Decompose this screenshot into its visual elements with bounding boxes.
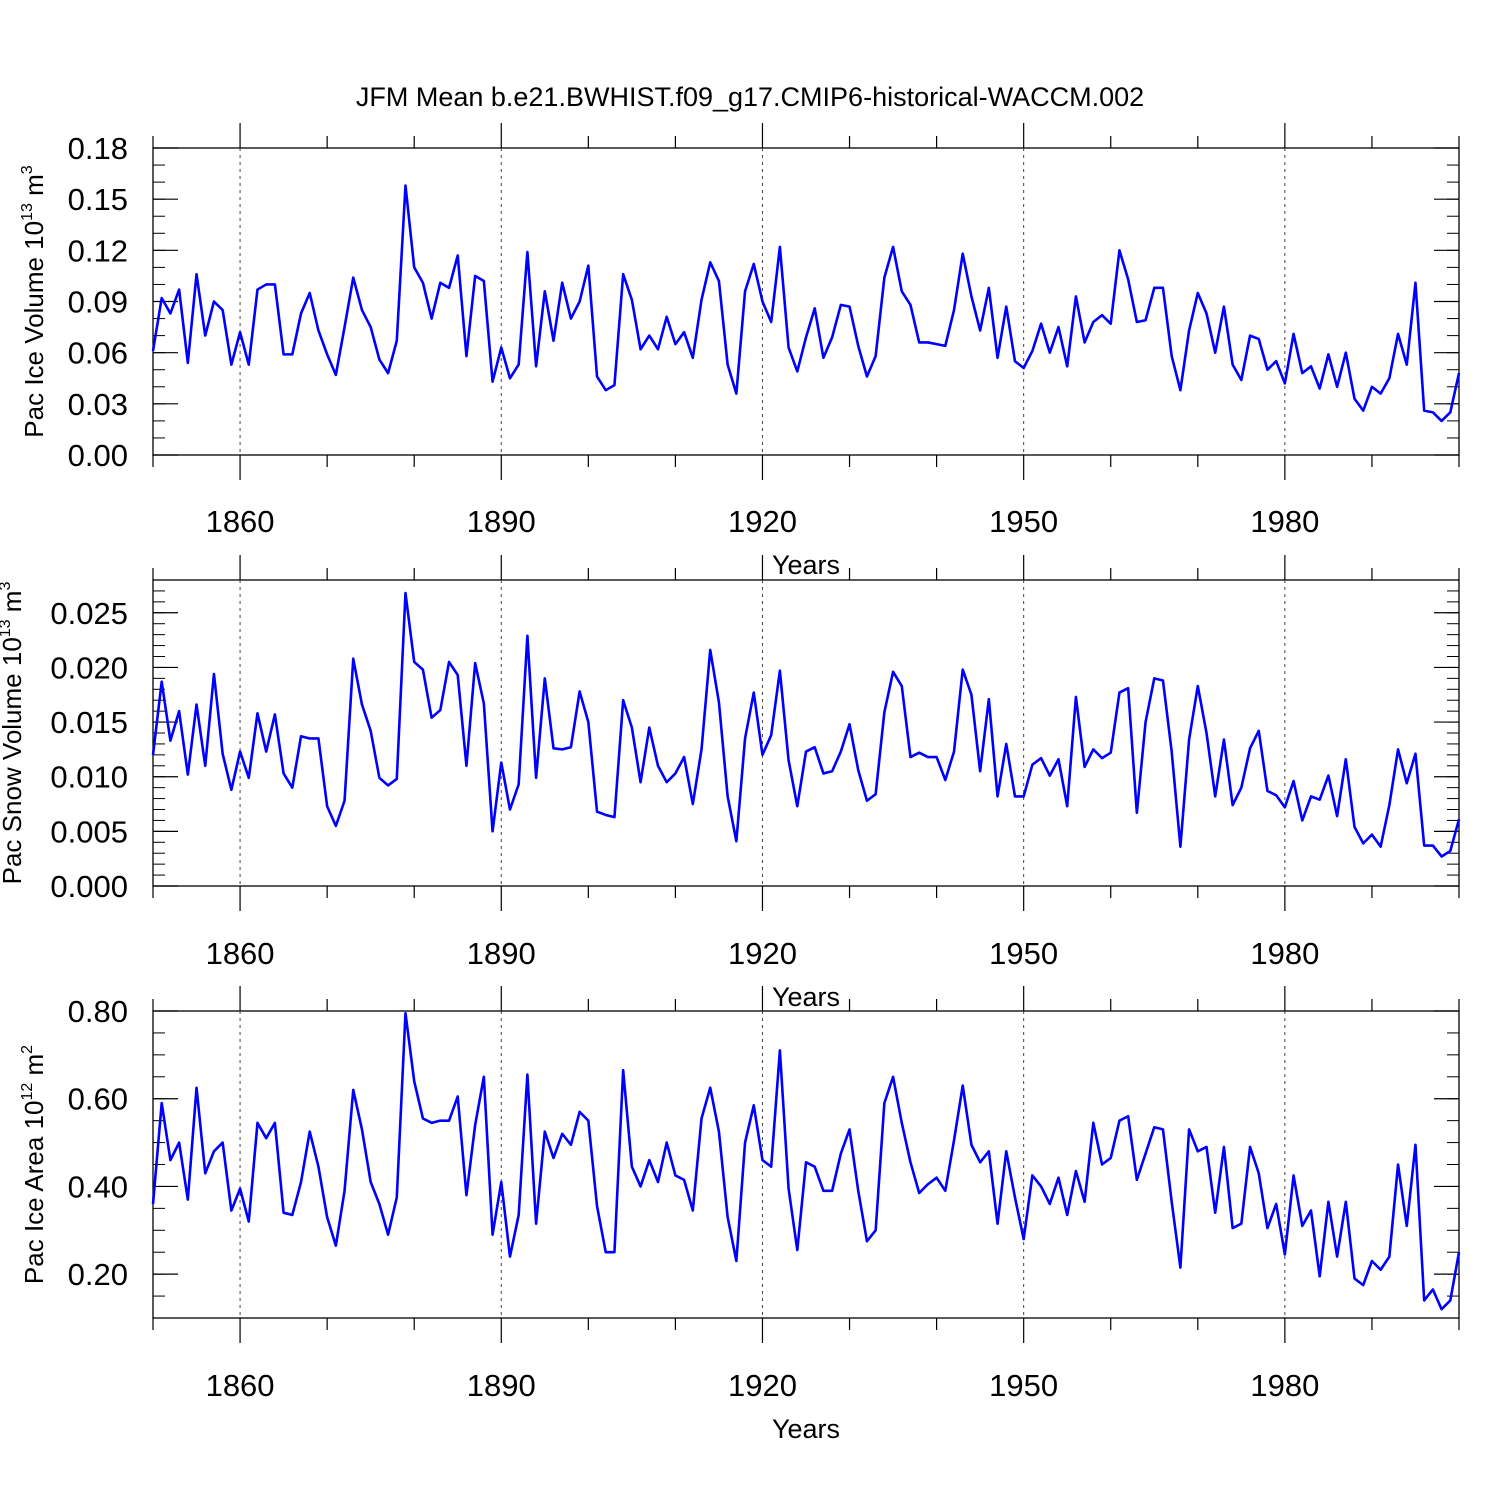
y-tick-label: 0.60 [68,1082,128,1117]
y-tick-label: 0.015 [50,705,128,740]
y-tick-label: 0.025 [50,596,128,631]
x-axis-label: Years [772,550,840,580]
x-tick-label: 1950 [989,936,1058,971]
y-tick-label: 0.40 [68,1169,128,1204]
y-tick-label: 0.80 [68,994,128,1029]
x-tick-label: 1920 [728,936,797,971]
x-tick-label: 1980 [1250,936,1319,971]
x-tick-label: 1920 [728,1368,797,1403]
series-line-ice-area [151,1011,1461,1311]
y-tick-label: 0.03 [68,387,128,422]
x-tick-label: 1860 [206,936,275,971]
y-axis-label-ice-area: Pac Ice Area 1012 m2 [19,1045,49,1284]
x-tick-label: 1950 [989,504,1058,539]
x-tick-label: 1920 [728,504,797,539]
x-tick-label: 1860 [206,504,275,539]
panel-ice-volume: 0.00 0.03 0.06 0.09 0.12 0.15 0.18 1860 1890 1920… [19,123,1461,580]
y-tick-label: 0.20 [68,1257,128,1292]
y-tick-label: 0.005 [50,814,128,849]
y-tick-label: 0.00 [68,438,128,473]
x-tick-label: 1890 [467,936,536,971]
chart-title: JFM Mean b.e21.BWHIST.f09_g17.CMIP6-hist… [356,82,1144,112]
x-tick-label: 1860 [206,1368,275,1403]
y-tick-label: 0.12 [68,233,128,268]
y-tick-label: 0.15 [68,182,128,217]
x-axis-label: Years [772,982,840,1012]
series-line-ice-volume [151,184,1461,423]
x-tick-label: 1980 [1250,1368,1319,1403]
x-tick-label: 1950 [989,1368,1058,1403]
series-line-snow-volume [151,591,1461,858]
x-tick-label: 1890 [467,1368,536,1403]
y-tick-label: 0.010 [50,760,128,795]
y-tick-label: 0.000 [50,869,128,904]
x-tick-label: 1980 [1250,504,1319,539]
y-tick-label: 0.18 [68,131,128,166]
y-tick-label: 0.020 [50,650,128,685]
x-tick-label: 1890 [467,504,536,539]
panel-snow-volume: 0.000 0.005 0.010 0.015 0.020 0.025 1860 1890 19… [0,555,1461,1012]
y-axis-label-ice-volume: Pac Ice Volume 1013 m3 [19,165,49,438]
y-tick-label: 0.09 [68,285,128,320]
panel-ice-area: 0.20 0.40 0.60 0.80 1860 1890 1920 1950 1980 Year… [19,986,1461,1444]
y-tick-label: 0.06 [68,336,128,371]
x-axis-label: Years [772,1414,840,1444]
y-axis-label-snow-volume: Pac Snow Volume 1013 m3 [0,582,27,885]
